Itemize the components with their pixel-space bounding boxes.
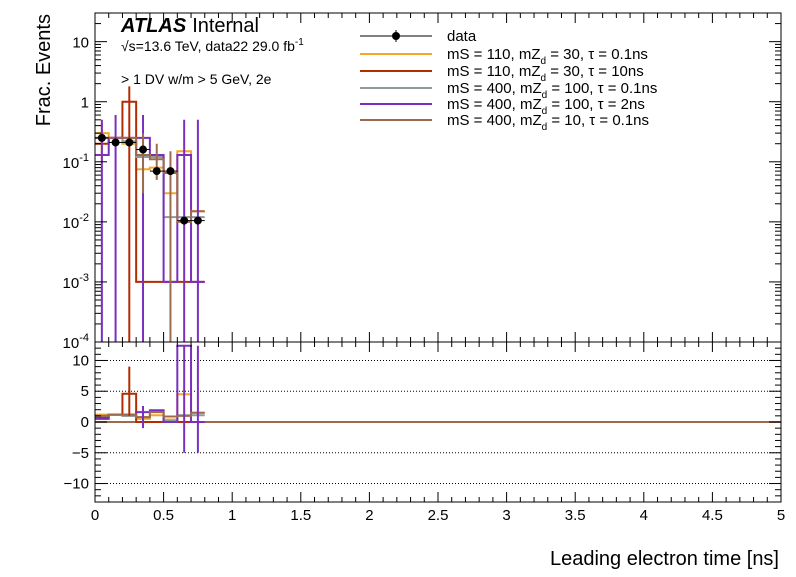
- x-tick-label: 1.5: [290, 507, 311, 524]
- data-point: [139, 145, 148, 154]
- x-tick-label: 2: [365, 507, 373, 524]
- ratio-y-tick-label: 5: [81, 383, 89, 400]
- ratio-y-tick-label: 0: [81, 414, 89, 431]
- legend-label-0: mS = 110, mZd = 30, τ = 0.1ns: [447, 46, 648, 67]
- main-y-tick-label: 1: [81, 95, 89, 112]
- legend-label-3: mS = 400, mZd = 100, τ = 2ns: [447, 96, 645, 117]
- data-point: [180, 216, 189, 225]
- main-y-tick-label: 10: [72, 35, 89, 52]
- energy-lumi-label: √s=13.6 TeV, data22 29.0 fb-1: [121, 37, 304, 54]
- x-tick-label: 4: [640, 507, 648, 524]
- atlas-label: ATLAS Internal: [120, 15, 259, 37]
- x-tick-label: 3: [502, 507, 510, 524]
- ratio-y-tick-label: −10: [64, 476, 89, 493]
- legend-label-1: mS = 110, mZd = 30, τ = 10ns: [447, 63, 644, 84]
- ratio-series-4: [95, 411, 205, 419]
- data-point: [152, 167, 161, 176]
- ratio-y-tick-label: −5: [72, 445, 89, 462]
- data-point: [193, 216, 202, 225]
- main-y-tick-label: 10-3: [63, 272, 89, 292]
- x-tick-label: 5: [777, 507, 785, 524]
- main-plot-area: [95, 13, 781, 342]
- main-y-tick-label: 10-1: [63, 152, 89, 172]
- legend-data-label: data: [447, 28, 477, 45]
- x-tick-label: 0: [91, 507, 99, 524]
- data-point: [166, 167, 175, 176]
- data-point: [111, 138, 120, 147]
- data-point: [97, 133, 106, 142]
- y-axis-title: Frac. Events: [33, 14, 55, 126]
- main-y-tick-label: 10-4: [63, 332, 89, 352]
- x-tick-label: 4.5: [702, 507, 723, 524]
- selection-label: > 1 DV w/m > 5 GeV, 2e: [121, 71, 272, 87]
- x-tick-label: 0.5: [153, 507, 174, 524]
- x-tick-label: 3.5: [565, 507, 586, 524]
- x-tick-label: 1: [228, 507, 236, 524]
- ratio-y-tick-label: 10: [72, 352, 89, 369]
- main-y-tick-label: 10-2: [63, 212, 89, 232]
- x-tick-label: 2.5: [428, 507, 449, 524]
- legend-label-4: mS = 400, mZd = 10, τ = 0.1ns: [447, 112, 649, 133]
- legend-label-2: mS = 400, mZd = 100, τ = 0.1ns: [447, 80, 657, 101]
- data-point: [125, 138, 134, 147]
- x-axis-title: Leading electron time [ns]: [550, 548, 779, 570]
- legend-data-marker: [392, 32, 400, 40]
